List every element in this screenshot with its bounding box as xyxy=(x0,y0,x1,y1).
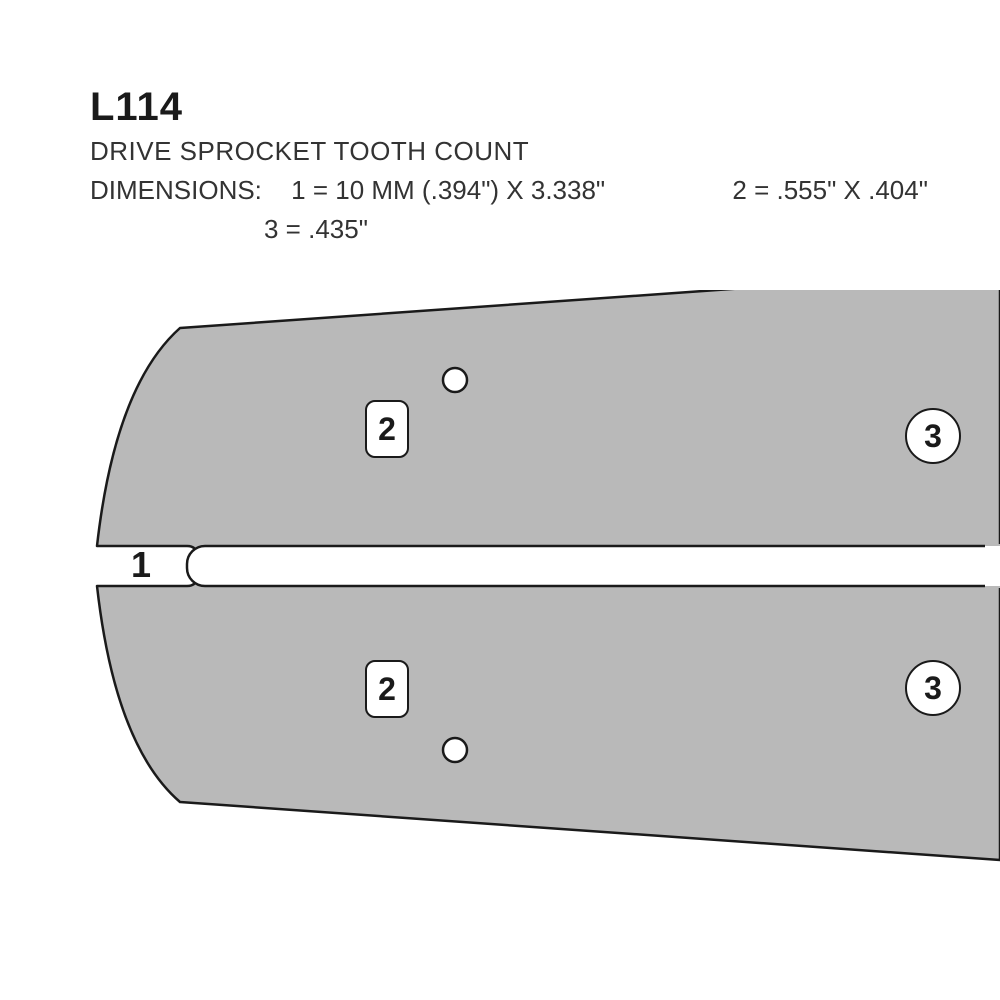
center-slot xyxy=(187,546,1000,586)
dimension-2: 2 = .555" X .404" xyxy=(732,175,928,205)
small-hole-top xyxy=(443,368,467,392)
callout-1: 1 xyxy=(131,544,151,586)
bar-mount-diagram: 1 2 2 3 3 xyxy=(85,290,1000,870)
dimensions-row-2: 3 = .435" xyxy=(264,214,928,245)
dimension-1: 1 = 10 MM (.394") X 3.338" xyxy=(291,175,605,205)
callout-2-bottom: 2 xyxy=(365,660,409,718)
dimensions-row-1: DIMENSIONS: 1 = 10 MM (.394") X 3.338" 2… xyxy=(90,175,928,206)
dimension-3: 3 = .435" xyxy=(264,214,368,244)
callout-2-top: 2 xyxy=(365,400,409,458)
diagram-svg xyxy=(85,290,1000,870)
part-title: L114 xyxy=(90,85,928,130)
subtitle: DRIVE SPROCKET TOOTH COUNT xyxy=(90,136,928,167)
small-hole-bottom xyxy=(443,738,467,762)
callout-3-top: 3 xyxy=(905,408,961,464)
header-block: L114 DRIVE SPROCKET TOOTH COUNT DIMENSIO… xyxy=(90,85,928,245)
slot-end-fill xyxy=(985,546,1000,586)
dimensions-label: DIMENSIONS: xyxy=(90,175,262,205)
callout-3-bottom: 3 xyxy=(905,660,961,716)
